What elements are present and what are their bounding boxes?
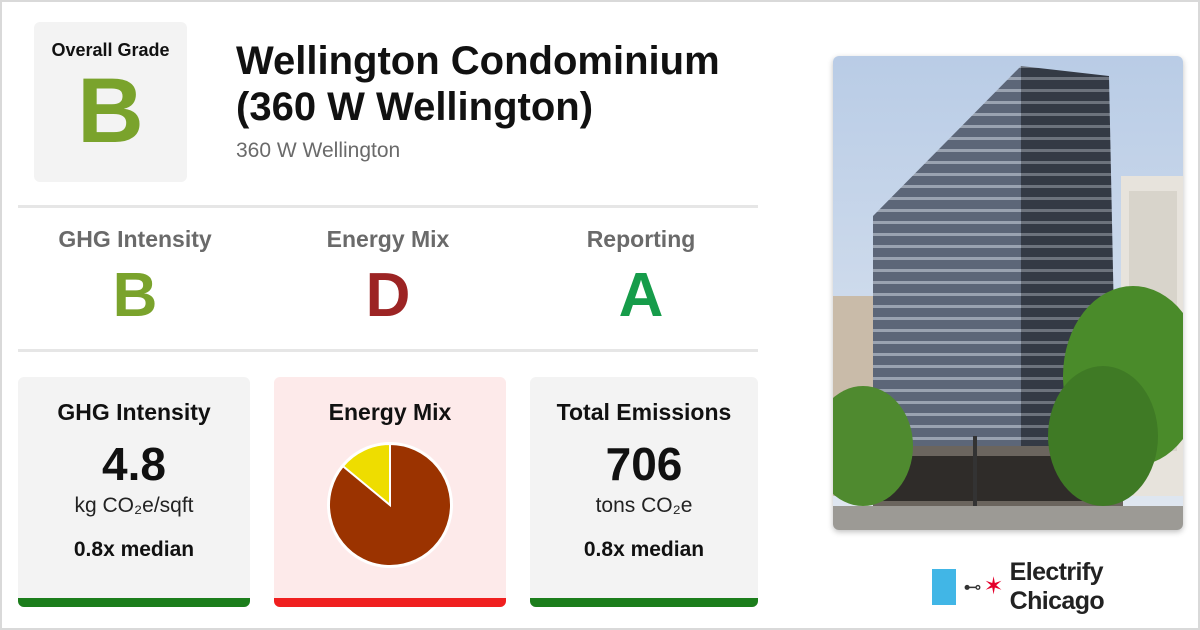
overall-grade-label: Overall Grade <box>51 40 170 60</box>
energy-mix-grade-value: D <box>365 261 411 330</box>
reporting-grade-value: A <box>618 261 664 330</box>
energy-mix-card: Energy Mix <box>274 377 506 607</box>
ghg-intensity-value: 4.8 <box>102 438 166 490</box>
total-emissions-card-title: Total Emissions <box>556 399 732 425</box>
ghg-intensity-card-title: GHG Intensity <box>57 399 211 425</box>
total-emissions-value: 706 <box>605 438 683 490</box>
reporting-grade-label: Reporting <box>586 226 696 252</box>
ghg-intensity-grade-label: GHG Intensity <box>58 226 212 252</box>
chicago-flag-icon <box>932 569 956 605</box>
building-address: 360 W Wellington <box>236 139 401 162</box>
overall-grade-value: B <box>77 60 144 162</box>
total-emissions-median: 0.8x median <box>583 538 705 561</box>
brand-name: Electrify Chicago <box>1009 558 1105 615</box>
building-illustration <box>833 56 1183 530</box>
building-photo <box>833 56 1183 530</box>
ghg-intensity-median: 0.8x median <box>73 538 195 561</box>
plug-icon: ⊷ <box>963 576 982 597</box>
overall-grade-box: Overall Grade B <box>34 22 187 182</box>
energy-mix-grade: Energy Mix D <box>268 226 508 329</box>
energy-mix-grade-label: Energy Mix <box>326 226 450 252</box>
divider-middle <box>18 349 758 352</box>
ghg-intensity-card: GHG Intensity 4.8 kg CO₂e/sqft 0.8x medi… <box>18 377 250 607</box>
electrify-chicago-brand: ⊷ ✶ Electrify Chicago <box>932 558 1200 615</box>
ghg-intensity-status-bar <box>18 598 250 607</box>
total-emissions-card: Total Emissions 706 tons CO₂e 0.8x media… <box>530 377 758 607</box>
ghg-intensity-grade: GHG Intensity B <box>15 226 255 329</box>
reporting-grade: Reporting A <box>521 226 761 329</box>
total-emissions-unit: tons CO₂e <box>595 494 693 517</box>
total-emissions-status-bar <box>530 598 758 607</box>
energy-mix-status-bar <box>274 598 506 607</box>
ghg-intensity-unit: kg CO₂e/sqft <box>74 494 194 517</box>
energy-mix-card-title: Energy Mix <box>328 399 452 425</box>
ghg-intensity-grade-value: B <box>112 261 158 330</box>
divider-top <box>18 205 758 208</box>
building-title: Wellington Condominium (360 W Wellington… <box>236 39 720 129</box>
energy-mix-pie <box>327 442 453 568</box>
pie-slice-electric <box>341 442 391 508</box>
chicago-star-icon: ✶ <box>983 573 1004 600</box>
